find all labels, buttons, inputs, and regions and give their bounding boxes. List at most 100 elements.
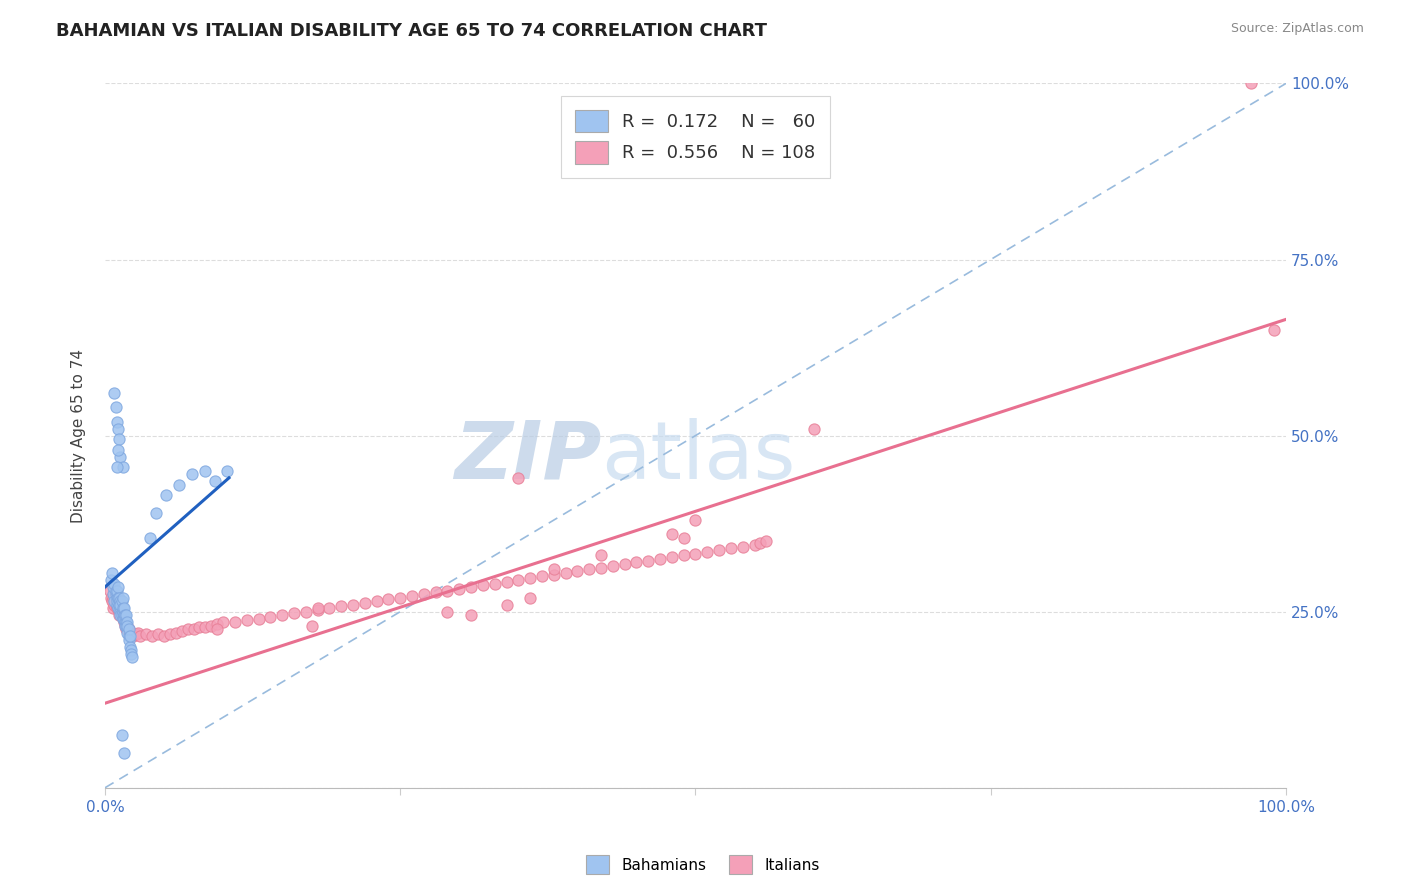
Point	[108, 598, 131, 612]
Point	[436, 583, 458, 598]
Point	[101, 566, 124, 580]
Point	[117, 622, 139, 636]
Point	[107, 598, 129, 612]
Point	[139, 531, 162, 545]
Point	[543, 568, 565, 582]
Point	[508, 573, 530, 587]
Point	[135, 627, 157, 641]
Point	[471, 578, 494, 592]
Point	[103, 594, 125, 608]
Point	[127, 625, 149, 640]
Point	[118, 629, 141, 643]
Point	[183, 622, 205, 636]
Point	[105, 591, 128, 605]
Point	[105, 460, 128, 475]
Point	[107, 421, 129, 435]
Point	[107, 601, 129, 615]
Point	[103, 587, 125, 601]
Point	[145, 506, 167, 520]
Point	[696, 545, 718, 559]
Point	[111, 605, 134, 619]
Point	[105, 594, 128, 608]
Point	[159, 627, 181, 641]
Point	[100, 573, 122, 587]
Point	[110, 594, 132, 608]
Point	[412, 587, 434, 601]
Point	[101, 594, 124, 608]
Point	[530, 569, 553, 583]
Point	[194, 464, 217, 478]
Point	[648, 552, 671, 566]
Point	[110, 601, 132, 615]
Point	[425, 585, 447, 599]
Point	[103, 598, 125, 612]
Point	[110, 598, 132, 612]
Point	[104, 583, 127, 598]
Point	[111, 460, 134, 475]
Point	[567, 564, 589, 578]
Point	[602, 558, 624, 573]
Point	[637, 554, 659, 568]
Point	[103, 591, 125, 605]
Point	[803, 421, 825, 435]
Point	[330, 599, 353, 613]
Point	[103, 386, 125, 401]
Point	[460, 608, 482, 623]
Point	[122, 629, 145, 643]
Point	[115, 608, 138, 623]
Point	[755, 534, 778, 549]
Point	[720, 541, 742, 556]
Point	[353, 596, 375, 610]
Point	[235, 613, 257, 627]
Point	[105, 591, 128, 605]
Point	[307, 603, 329, 617]
Point	[377, 592, 399, 607]
Point	[117, 619, 139, 633]
Point	[107, 591, 129, 605]
Point	[589, 549, 612, 563]
Point	[105, 583, 128, 598]
Point	[110, 594, 132, 608]
Point	[169, 478, 191, 492]
Point	[110, 601, 132, 615]
Point	[283, 606, 305, 620]
Point	[114, 608, 136, 623]
Point	[111, 612, 134, 626]
Point	[146, 627, 169, 641]
Point	[318, 601, 340, 615]
Point	[389, 591, 412, 605]
Point	[111, 601, 134, 615]
Point	[110, 608, 132, 623]
Point	[111, 612, 134, 626]
Point	[114, 619, 136, 633]
Point	[153, 629, 176, 643]
Point	[271, 608, 294, 623]
Point	[115, 622, 138, 636]
Point	[366, 594, 388, 608]
Point	[554, 566, 576, 580]
Point	[115, 619, 138, 633]
Point	[176, 622, 198, 636]
Y-axis label: Disability Age 65 to 74: Disability Age 65 to 74	[72, 349, 86, 523]
Point	[112, 608, 135, 623]
Point	[103, 576, 125, 591]
Point	[685, 513, 707, 527]
Point	[307, 601, 329, 615]
Point	[155, 488, 177, 502]
Point	[205, 622, 228, 636]
Point	[194, 620, 217, 634]
Point	[707, 542, 730, 557]
Text: Source: ZipAtlas.com: Source: ZipAtlas.com	[1230, 22, 1364, 36]
Point	[125, 627, 148, 641]
Point	[204, 475, 226, 489]
Point	[105, 594, 128, 608]
Point	[117, 625, 139, 640]
Point	[110, 605, 132, 619]
Point	[105, 598, 128, 612]
Point	[115, 615, 138, 630]
Point	[205, 617, 228, 632]
Point	[117, 632, 139, 647]
Point	[129, 629, 152, 643]
Point	[589, 561, 612, 575]
Text: BAHAMIAN VS ITALIAN DISABILITY AGE 65 TO 74 CORRELATION CHART: BAHAMIAN VS ITALIAN DISABILITY AGE 65 TO…	[56, 22, 768, 40]
